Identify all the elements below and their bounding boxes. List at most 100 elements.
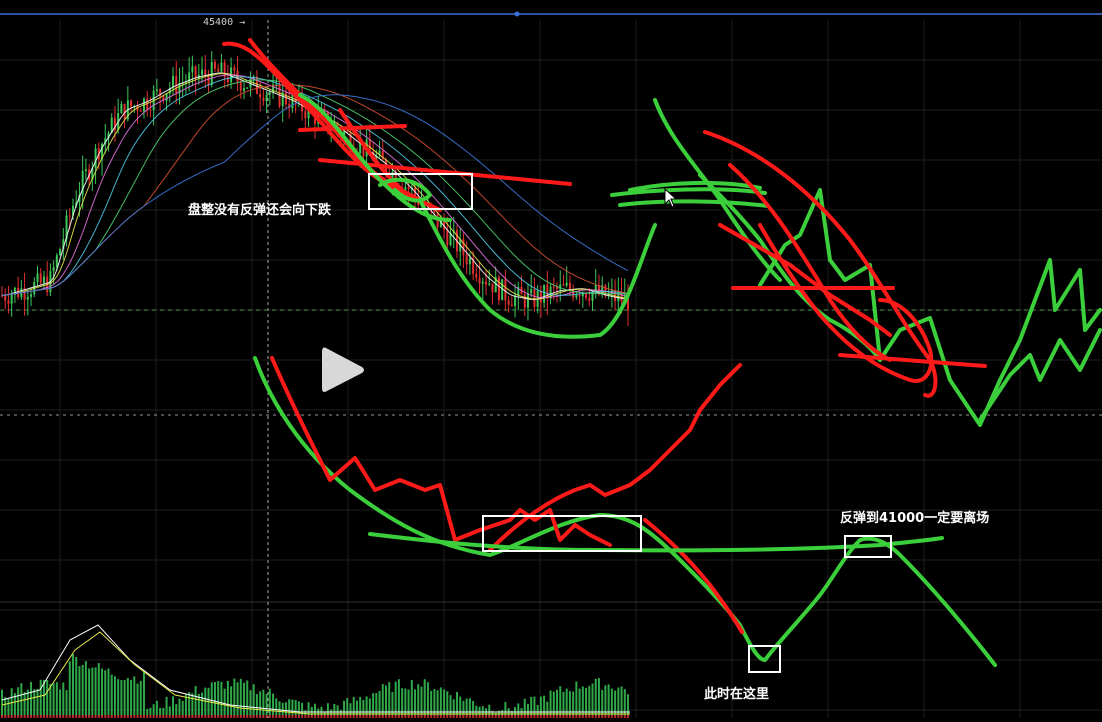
grid bbox=[0, 20, 1102, 718]
volume-bar bbox=[594, 678, 597, 716]
volume-bar bbox=[197, 693, 200, 716]
volume-bar bbox=[497, 710, 500, 716]
volume-baseline-tick bbox=[381, 715, 384, 718]
volume-bar bbox=[159, 707, 162, 716]
volume-bar bbox=[246, 680, 249, 716]
volume-bar bbox=[120, 680, 123, 716]
candle-body bbox=[68, 215, 71, 217]
volume-baseline-tick bbox=[23, 715, 26, 718]
volume-baseline-tick bbox=[323, 715, 326, 718]
candle-body bbox=[562, 284, 565, 286]
volume-baseline-tick bbox=[207, 715, 210, 718]
price-label: 45400 → bbox=[203, 17, 246, 28]
volume-baseline-tick bbox=[565, 715, 568, 718]
volume-bar bbox=[42, 679, 45, 716]
volume-baseline-tick bbox=[243, 715, 246, 718]
volume-bar bbox=[249, 690, 252, 716]
candle-body bbox=[265, 94, 268, 102]
play-icon[interactable] bbox=[320, 344, 366, 396]
candle-body bbox=[71, 205, 74, 216]
volume-bar bbox=[162, 707, 165, 716]
volume-bar bbox=[568, 691, 571, 716]
candle-body bbox=[226, 77, 229, 83]
candle-body bbox=[55, 255, 58, 268]
volume-baseline-tick bbox=[581, 715, 584, 718]
candle-body bbox=[491, 283, 494, 293]
volume-bar bbox=[307, 702, 310, 716]
volume-baseline-tick bbox=[220, 715, 223, 718]
candle-body bbox=[52, 267, 55, 272]
volume-bar bbox=[607, 684, 610, 716]
candle-body bbox=[497, 277, 500, 301]
volume-bar bbox=[549, 690, 552, 716]
volume-bar bbox=[188, 691, 191, 716]
volume-baseline-tick bbox=[281, 715, 284, 718]
volume-baseline-tick bbox=[388, 715, 391, 718]
volume-baseline-tick bbox=[617, 715, 620, 718]
volume-baseline-tick bbox=[462, 715, 465, 718]
volume-bar bbox=[504, 702, 507, 716]
volume-baseline-tick bbox=[491, 715, 494, 718]
volume-baseline-tick bbox=[252, 715, 255, 718]
volume-baseline-tick bbox=[10, 715, 13, 718]
volume-bar bbox=[288, 699, 291, 716]
volume-baseline-tick bbox=[533, 715, 536, 718]
oscillator-line-yellow bbox=[1, 631, 630, 715]
volume-bar bbox=[420, 686, 423, 716]
volume-baseline-tick bbox=[627, 715, 629, 718]
volume-baseline-tick bbox=[536, 715, 539, 718]
volume-bar bbox=[475, 705, 478, 716]
volume-baseline-tick bbox=[168, 715, 171, 718]
moving-average-line bbox=[1, 94, 629, 296]
volume-bar bbox=[139, 680, 142, 716]
volume-baseline-tick bbox=[597, 715, 600, 718]
candle-body bbox=[391, 171, 394, 180]
volume-bar bbox=[104, 670, 107, 716]
volume-baseline-tick bbox=[71, 715, 74, 718]
candle-body bbox=[304, 111, 307, 119]
volume-baseline-tick bbox=[288, 715, 291, 718]
volume-bar bbox=[281, 702, 284, 716]
volume-baseline-tick bbox=[233, 715, 236, 718]
volume-baseline-tick bbox=[430, 715, 433, 718]
volume-bar bbox=[30, 681, 33, 716]
volume-bar bbox=[601, 689, 604, 716]
volume-baseline-tick bbox=[165, 715, 168, 718]
volume-bar bbox=[110, 674, 113, 716]
volume-bar bbox=[372, 693, 375, 716]
volume-baseline-tick bbox=[552, 715, 555, 718]
volume-bar bbox=[178, 698, 181, 716]
volume-baseline-tick bbox=[391, 715, 394, 718]
hand-drawn-stroke bbox=[488, 363, 742, 552]
candle-body bbox=[362, 141, 365, 157]
volume-baseline-tick bbox=[120, 715, 123, 718]
candle-body bbox=[62, 239, 65, 250]
candle-body bbox=[552, 286, 555, 288]
volume-baseline-tick bbox=[94, 715, 97, 718]
volume-baseline-tick bbox=[510, 715, 513, 718]
volume-bar bbox=[10, 688, 13, 716]
volume-bar bbox=[426, 682, 429, 716]
volume-bar bbox=[468, 698, 471, 716]
volume-baseline-tick bbox=[543, 715, 546, 718]
volume-bar bbox=[243, 682, 246, 716]
volume-bar bbox=[194, 686, 197, 716]
current-position-box bbox=[748, 645, 781, 673]
top-line-handle[interactable] bbox=[514, 11, 520, 17]
volume-baseline-tick bbox=[172, 715, 175, 718]
volume-bar bbox=[184, 694, 187, 716]
candle-body bbox=[23, 288, 26, 300]
volume-baseline-tick bbox=[65, 715, 68, 718]
volume-bar bbox=[84, 661, 87, 716]
volume-baseline-tick bbox=[620, 715, 623, 718]
candle-body bbox=[288, 104, 291, 109]
volume-baseline-tick bbox=[159, 715, 162, 718]
volume-bar bbox=[330, 709, 333, 716]
volume-baseline-tick bbox=[417, 715, 420, 718]
volume-bar bbox=[575, 681, 578, 716]
candle-body bbox=[130, 100, 133, 107]
volume-bar bbox=[459, 696, 462, 716]
volume-baseline-tick bbox=[478, 715, 481, 718]
volume-bar bbox=[472, 700, 475, 716]
candle-body bbox=[26, 296, 29, 300]
